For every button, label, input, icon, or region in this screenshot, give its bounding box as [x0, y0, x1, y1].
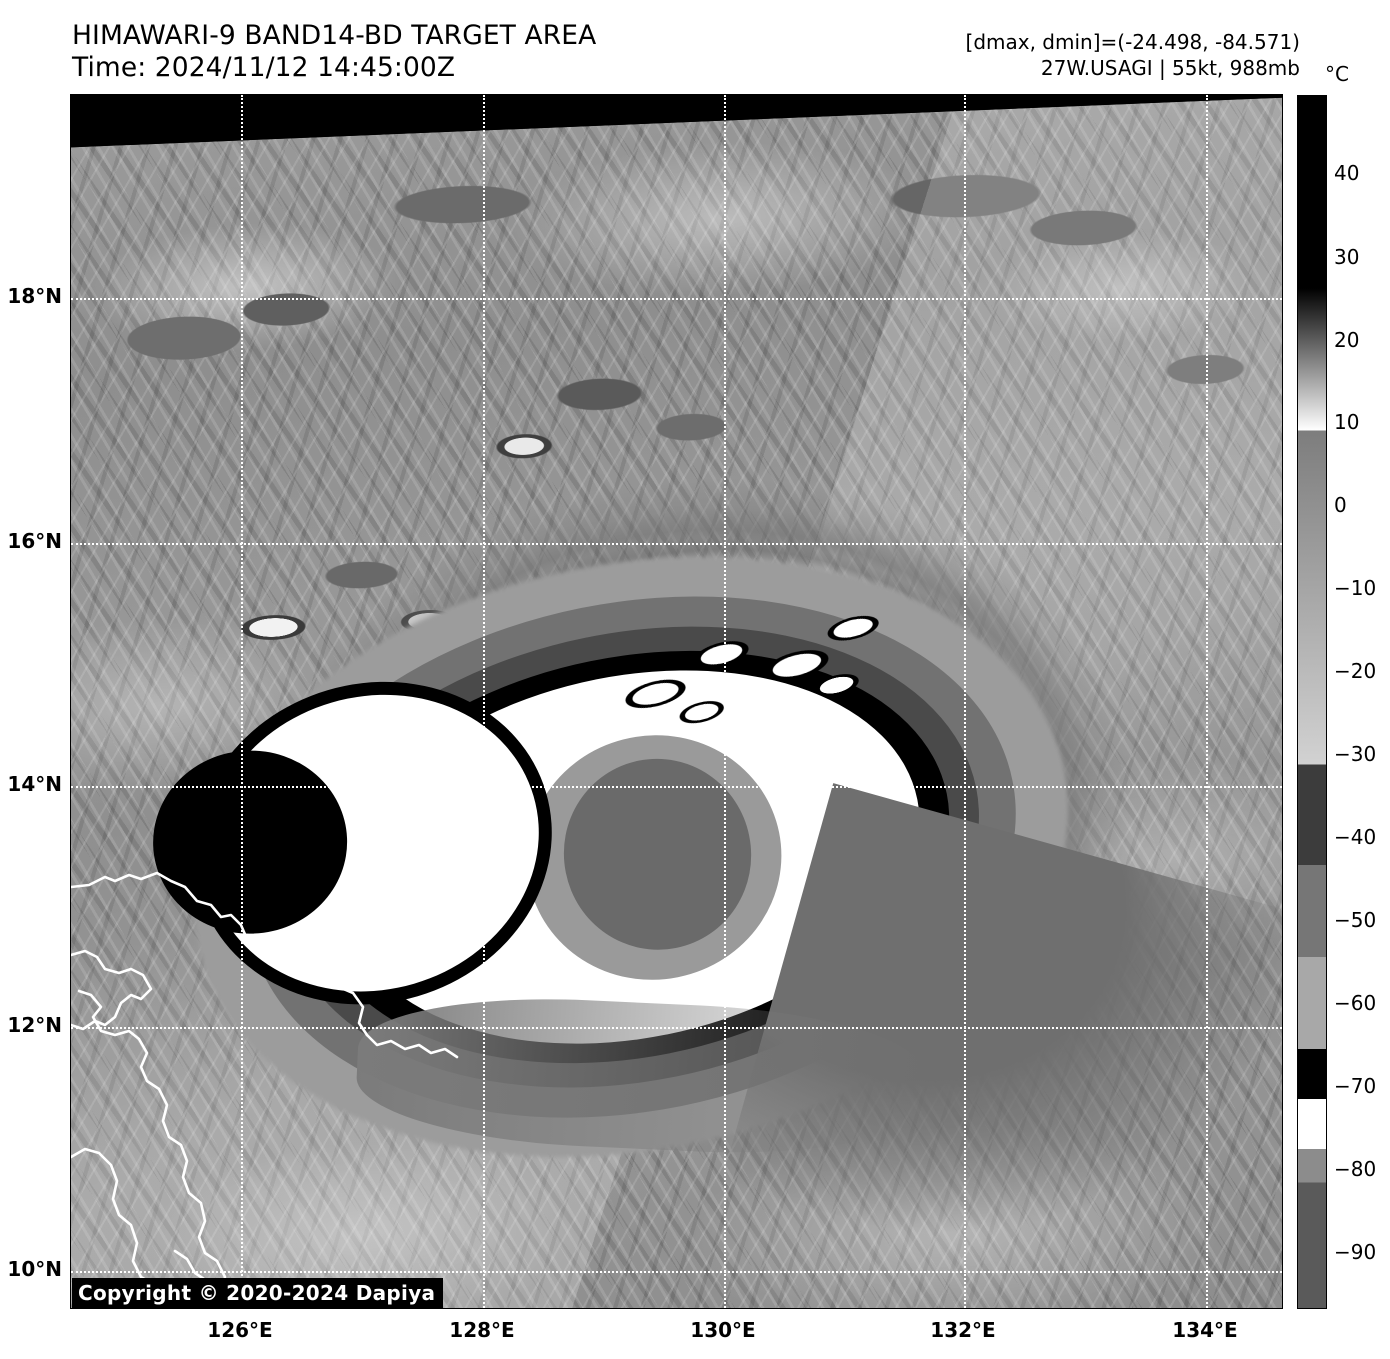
page-title: HIMAWARI-9 BAND14-BD TARGET AREA — [72, 20, 597, 51]
colorbar-gradient — [1298, 96, 1326, 1308]
dminmax-label: [dmax, dmin]=(-24.498, -84.571) — [965, 30, 1300, 54]
cbtick-0: 0 — [1334, 493, 1347, 517]
cbtick-m20: −20 — [1334, 659, 1377, 683]
cbtick-m10: −10 — [1334, 576, 1377, 600]
cbtick-m70: −70 — [1334, 1074, 1377, 1098]
storm-info-label: 27W.USAGI | 55kt, 988mb — [1040, 56, 1300, 80]
cbtick-m80: −80 — [1334, 1157, 1377, 1181]
cbtick-m90: −90 — [1334, 1240, 1377, 1264]
colorbar[interactable] — [1297, 95, 1327, 1309]
cbtick-10: 10 — [1334, 410, 1360, 434]
cbtick-m60: −60 — [1334, 991, 1377, 1015]
cbtick-m30: −30 — [1334, 742, 1377, 766]
copyright-watermark: Copyright © 2020-2024 Dapiya — [72, 1278, 444, 1309]
xtick-130E: 130°E — [690, 1318, 756, 1342]
xtick-132E: 132°E — [930, 1318, 996, 1342]
ytick-16N-label: 16°N — [7, 529, 62, 553]
header-left: HIMAWARI-9 BAND14-BD TARGET AREA Time: 2… — [72, 20, 772, 84]
header-right: [dmax, dmin]=(-24.498, -84.571) 27W.USAG… — [966, 29, 1300, 81]
satellite-image-plot[interactable] — [70, 94, 1283, 1309]
xtick-134E: 134°E — [1172, 1318, 1238, 1342]
timestamp-label: Time: 2024/11/12 14:45:00Z — [72, 52, 456, 83]
cbtick-m40: −40 — [1334, 825, 1377, 849]
cbtick-20: 20 — [1334, 328, 1360, 352]
ytick-10N-label: 10°N — [7, 1257, 62, 1281]
ytick-12N-label: 12°N — [7, 1013, 62, 1037]
satellite-swath — [71, 97, 1282, 1308]
ytick-18N-label: 18°N — [7, 284, 62, 308]
cbtick-40: 40 — [1334, 161, 1360, 185]
cbtick-30: 30 — [1334, 245, 1360, 269]
colorbar-unit-label: °C — [1325, 62, 1349, 86]
infrared-brightness-field — [71, 97, 1282, 1308]
cbtick-m50: −50 — [1334, 908, 1377, 932]
xtick-126E: 126°E — [207, 1318, 273, 1342]
xtick-128E: 128°E — [449, 1318, 515, 1342]
ytick-14N-label: 14°N — [7, 772, 62, 796]
